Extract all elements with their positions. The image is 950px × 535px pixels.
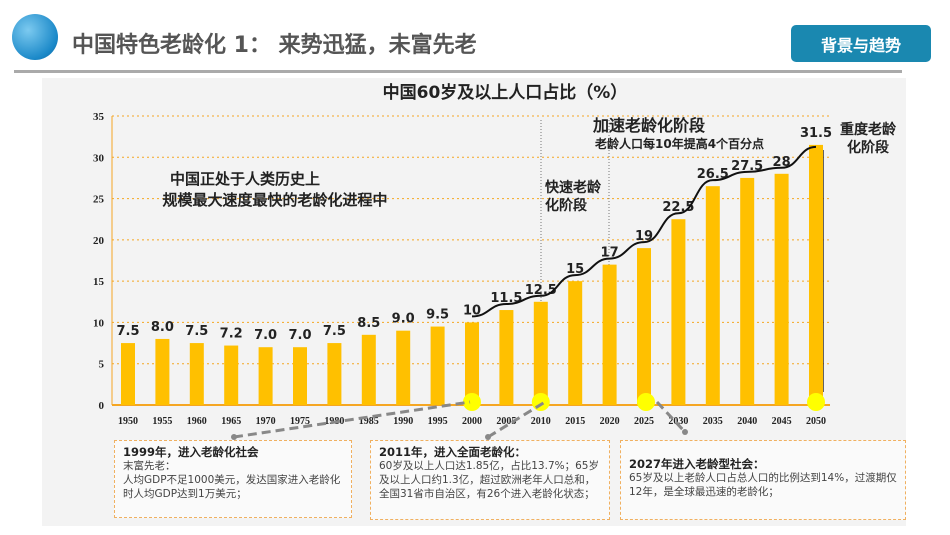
note-text: 60岁及以上人口达1.85亿，占比13.7%；65岁及以上人口约1.3亿，超过欧… xyxy=(379,460,599,500)
y-tick-label: 30 xyxy=(93,152,105,164)
data-label: 15 xyxy=(566,262,584,277)
bar-1950 xyxy=(121,343,135,405)
milestone-marker-2050 xyxy=(807,393,825,411)
data-label: 27.5 xyxy=(731,159,763,174)
connector-2027 xyxy=(655,400,687,434)
x-tick-label: 2050 xyxy=(806,416,826,427)
bar-2020 xyxy=(602,264,617,405)
note-1999: 1999年，进入老龄化社会 末富先老： 人均GDP不足1000美元，发达国家进入… xyxy=(114,440,352,518)
data-label: 10 xyxy=(463,303,481,318)
bar-2030 xyxy=(671,219,686,405)
bar-2050 xyxy=(809,144,823,405)
bar-2000 xyxy=(465,322,479,405)
page-title: 中国特色老龄化 1： 来势迅猛，未富先老 xyxy=(72,33,477,58)
x-tick-label: 2040 xyxy=(737,416,757,427)
x-tick-label: 2045 xyxy=(772,416,792,427)
note-text: 末富先老： xyxy=(123,460,176,472)
x-tick-label: 1965 xyxy=(221,416,241,427)
y-tick-label: 5 xyxy=(99,359,105,371)
connector-1999 xyxy=(233,400,471,439)
connector-2011 xyxy=(487,400,546,439)
annotation-accel-title: 加速老龄化阶段 xyxy=(592,116,706,135)
x-tick-label: 2005 xyxy=(496,416,516,427)
bar-1985 xyxy=(361,334,376,405)
x-tick-label: 1955 xyxy=(152,416,172,427)
data-label: 7.5 xyxy=(185,324,208,339)
x-tick-label: 2015 xyxy=(565,416,585,427)
bar-2045 xyxy=(774,173,789,405)
milestone-marker-2010 xyxy=(531,393,550,411)
bar-1990 xyxy=(396,330,411,405)
x-tick-label: 2000 xyxy=(462,416,482,427)
background-trend-button[interactable]: 背景与趋势 xyxy=(791,25,931,62)
y-tick-label: 10 xyxy=(93,317,105,329)
bar-1955 xyxy=(155,338,170,405)
x-tick-label: 1985 xyxy=(359,416,379,427)
milestone-marker-2025 xyxy=(637,393,655,411)
divider xyxy=(14,70,902,73)
data-label: 17 xyxy=(601,246,619,261)
data-label: 8.0 xyxy=(151,320,174,335)
annotation-accel-sub: 老龄人口每10年提高4个百分点 xyxy=(595,136,764,151)
x-tick-label: 1975 xyxy=(290,416,310,427)
data-label: 7.2 xyxy=(220,327,243,342)
data-label: 7.0 xyxy=(254,328,277,343)
bar-1970 xyxy=(258,347,273,405)
x-tick-label: 1950 xyxy=(118,416,138,427)
bar-2025 xyxy=(637,248,651,405)
annotation-fast-2: 化阶段 xyxy=(545,197,587,214)
x-tick-label: 2030 xyxy=(668,416,688,427)
trend-line xyxy=(471,145,817,318)
data-label: 9.0 xyxy=(392,312,415,327)
bar-1960 xyxy=(189,343,204,405)
bar-2015 xyxy=(568,281,583,405)
bar-2035 xyxy=(705,186,720,405)
y-tick-label: 35 xyxy=(93,111,105,123)
annotation-fast-1: 快速老龄 xyxy=(545,179,602,196)
x-tick-label: 2020 xyxy=(600,416,620,427)
annotation-heavy-2: 化阶段 xyxy=(847,139,889,156)
x-tick-label: 1960 xyxy=(187,416,207,427)
data-label: 28 xyxy=(773,155,791,170)
y-tick-label: 25 xyxy=(93,194,105,206)
x-tick-label: 2035 xyxy=(703,416,723,427)
data-label: 7.5 xyxy=(323,324,346,339)
data-label: 8.5 xyxy=(357,316,380,331)
note-title: 2011年，进入全面老龄化： xyxy=(379,445,527,459)
milestone-marker-2000 xyxy=(463,393,481,411)
bar-2010 xyxy=(533,301,548,405)
data-label: 7.5 xyxy=(116,324,139,339)
globe-icon xyxy=(12,14,58,60)
annotation-main-1: 中国正处于人类历史上 xyxy=(170,170,320,188)
x-tick-label: 1990 xyxy=(393,416,413,427)
x-tick-label: 1995 xyxy=(428,416,448,427)
x-tick-label: 2025 xyxy=(634,416,654,427)
bar-1975 xyxy=(293,347,307,405)
note-2027: 2027年进入老龄型社会： 65岁及以上老龄人口占总人口的比例达到14%，过渡期… xyxy=(620,440,906,520)
note-2011: 2011年，进入全面老龄化： 60岁及以上人口达1.85亿，占比13.7%；65… xyxy=(370,440,610,520)
note-title: 2027年进入老龄型社会： xyxy=(629,457,765,471)
note-text: 人均GDP不足1000美元，发达国家进入老龄化时人均GDP达到1万美元； xyxy=(123,474,341,500)
y-tick-label: 15 xyxy=(93,276,105,288)
bar-1995 xyxy=(430,326,445,405)
chart-title: 中国60岁及以上人口占比（%） xyxy=(383,82,628,103)
bar-2040 xyxy=(740,177,755,405)
data-label: 31.5 xyxy=(800,126,832,141)
note-text: 65岁及以上老龄人口占总人口的比例达到14%，过渡期仅12年，是全球最迅速的老龄… xyxy=(629,472,897,498)
bar-1965 xyxy=(224,345,239,405)
note-title: 1999年，进入老龄化社会 xyxy=(123,445,259,459)
data-label: 9.5 xyxy=(426,308,449,323)
x-tick-label: 2010 xyxy=(531,416,551,427)
bar-1980 xyxy=(327,343,342,405)
y-tick-label: 0 xyxy=(99,400,105,412)
annotation-main-2: 规模最大速度最快的老龄化进程中 xyxy=(162,191,387,209)
x-tick-label: 1970 xyxy=(256,416,276,427)
annotation-heavy-1: 重度老龄 xyxy=(840,121,897,138)
y-tick-label: 20 xyxy=(93,235,105,247)
bar-2005 xyxy=(499,310,514,405)
data-label: 7.0 xyxy=(288,328,311,343)
